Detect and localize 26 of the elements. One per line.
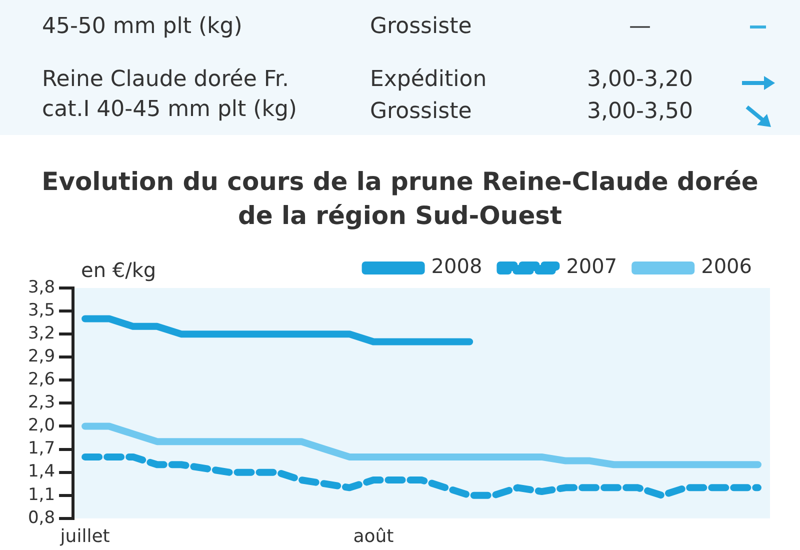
text: Grossiste (370, 13, 473, 41)
y-axis-title: en €/kg (81, 258, 156, 282)
x-tick-label: juillet (59, 526, 110, 547)
x-tick-label: août (353, 526, 394, 547)
text: 45-50 mm plt (kg) (42, 13, 244, 41)
y-tick-label: 2,9 (28, 346, 56, 367)
y-tick-label: 1,4 (28, 462, 56, 482)
text: — (628, 13, 652, 41)
text: Reine Claude dorée Fr. cat.I 40-45 mm plt (kg) (42, 66, 298, 124)
chart-title: Evolution du cours de la prune Reine-Claude dorée de la région Sud-Ouest (40, 166, 760, 232)
text: Expédition (370, 66, 488, 94)
text: 3,00-3,20 (586, 66, 694, 94)
y-tick-label: 3,8 (28, 277, 56, 298)
text: Grossiste (370, 98, 473, 126)
y-tick-label: 1,7 (28, 438, 56, 459)
y-tick-label: 0,8 (28, 508, 56, 528)
y-tick-label: 3,2 (28, 324, 56, 344)
y-tick-label: 2,0 (28, 416, 56, 436)
y-tick-label: 1,1 (28, 484, 56, 505)
legend-label: 2006 (701, 254, 752, 278)
y-tick-label: 2,3 (28, 392, 56, 413)
legend-label: 2007 (566, 254, 618, 278)
y-tick-label: 2,6 (28, 370, 56, 390)
legend-label: 2008 (431, 254, 482, 278)
y-tick-label: 3,5 (28, 300, 56, 320)
text: 3,00-3,50 (586, 98, 694, 126)
